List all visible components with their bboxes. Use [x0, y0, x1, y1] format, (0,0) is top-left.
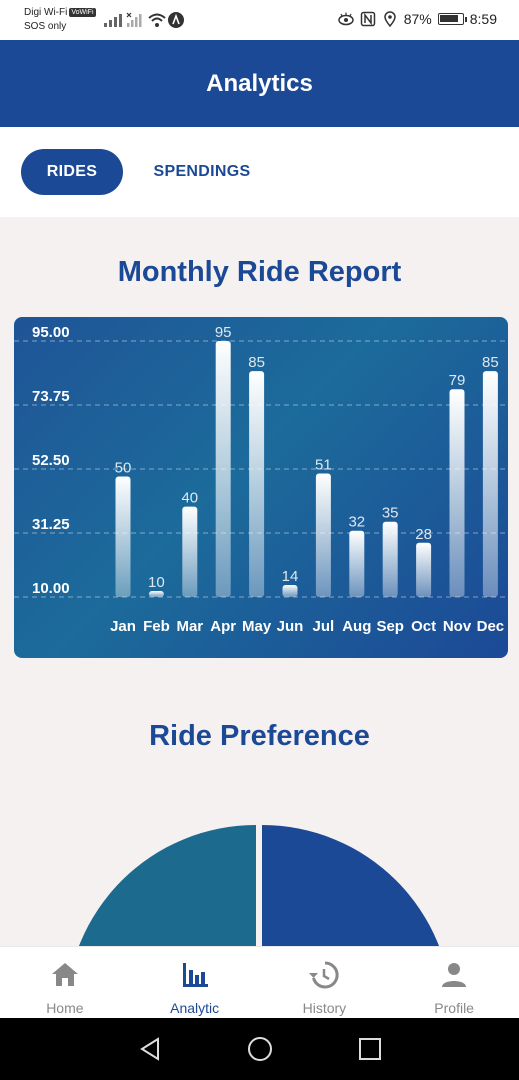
x-tick-label: Nov — [443, 618, 472, 635]
nav-home[interactable]: Home — [0, 947, 130, 1018]
home-icon — [51, 963, 78, 986]
location-icon — [383, 11, 396, 27]
nav-history-label: History — [302, 1000, 347, 1016]
bar-value-label: 40 — [181, 490, 198, 507]
carrier-info: Digi Wi-Fi VoWiFi SOS only — [24, 6, 96, 34]
signal-off-icon — [126, 12, 142, 27]
bar-value-label: 35 — [382, 505, 399, 522]
clock: 8:59 — [469, 11, 497, 27]
nfc-icon — [360, 11, 375, 27]
x-tick-label: Oct — [411, 618, 436, 635]
status-right: 87% 8:59 — [337, 11, 497, 27]
x-tick-label: Feb — [143, 618, 170, 635]
recents-icon[interactable] — [358, 1036, 382, 1062]
tab-spendings[interactable]: SPENDINGS — [153, 163, 251, 180]
bar-chart-svg: 95.00 73.75 52.50 31.25 10.00 50 Jan 10 Feb 40 Ma… — [14, 324, 508, 635]
y-tick-label: 10.00 — [32, 580, 70, 597]
x-tick-label: Dec — [477, 618, 505, 635]
bar-dec — [482, 371, 498, 597]
nav-history[interactable]: History — [260, 947, 390, 1018]
battery-icon — [437, 13, 467, 25]
vowifi-badge: VoWiFi — [69, 8, 96, 17]
ride-preference-chart — [0, 760, 519, 950]
bar-apr — [215, 341, 231, 597]
bar-value-label: 50 — [115, 460, 132, 477]
x-tick-label: Aug — [342, 618, 371, 635]
bar-value-label: 85 — [248, 354, 265, 371]
wifi-icon — [148, 13, 166, 27]
x-tick-label: Jun — [277, 618, 304, 635]
bar-jan — [115, 476, 131, 597]
bar-chart-icon — [182, 963, 208, 987]
bar-may — [249, 371, 265, 597]
x-tick-label: Mar — [176, 618, 203, 635]
battery-percent: 87% — [403, 11, 432, 27]
bar-value-label: 79 — [449, 372, 466, 389]
x-tick-label: Jul — [313, 618, 335, 635]
bar-value-label: 28 — [415, 526, 432, 543]
nav-profile-label: Profile — [434, 1000, 474, 1016]
home-circle-icon[interactable] — [247, 1036, 273, 1062]
bar-value-label: 10 — [148, 574, 165, 591]
nav-home-label: Home — [46, 1000, 84, 1016]
person-icon — [442, 963, 467, 987]
y-tick-label: 31.25 — [32, 516, 70, 533]
app-header: Analytics — [0, 40, 519, 127]
bar-oct — [416, 542, 432, 597]
system-nav-bar — [0, 1018, 519, 1080]
back-icon[interactable] — [138, 1036, 162, 1062]
bar-feb — [148, 591, 164, 597]
x-tick-label: Sep — [376, 618, 404, 635]
bar-sep — [382, 521, 398, 597]
y-tick-label: 52.50 — [32, 452, 70, 469]
x-tick-label: Apr — [210, 618, 236, 635]
page-title: Analytics — [206, 69, 313, 97]
signal-icon — [104, 14, 122, 27]
sos-status: SOS only — [24, 21, 67, 32]
app-notification-icon — [168, 12, 184, 28]
nav-analytic-label: Analytic — [170, 1000, 220, 1016]
status-bar: Digi Wi-Fi VoWiFi SOS only 87% 8:59 — [0, 0, 519, 40]
pie-chart-svg — [77, 825, 441, 950]
bar-value-label: 95 — [215, 324, 232, 341]
bottom-nav: Home Analytic History Profile — [0, 946, 519, 1018]
bar-jul — [315, 473, 331, 597]
monthly-ride-chart: 95.00 73.75 52.50 31.25 10.00 50 Jan 10 Feb 40 Ma… — [14, 317, 508, 658]
carrier-name: Digi Wi-Fi — [24, 7, 68, 18]
bar-mar — [182, 506, 198, 597]
x-tick-label: May — [242, 618, 272, 635]
ride-preference-title: Ride Preference — [149, 720, 370, 752]
pie-slice-blue — [262, 825, 441, 950]
tab-rides[interactable]: RIDES — [21, 149, 123, 195]
pie-slice-teal — [77, 825, 256, 950]
x-tick-label: Jan — [110, 618, 136, 635]
history-icon — [309, 961, 339, 989]
nav-analytic[interactable]: Analytic — [130, 947, 260, 1018]
bar-value-label: 51 — [315, 457, 332, 474]
y-tick-label: 95.00 — [32, 324, 70, 341]
bar-nov — [449, 389, 465, 597]
bar-value-label: 14 — [282, 568, 299, 585]
bar-value-label: 32 — [348, 514, 365, 531]
bar-jun — [282, 584, 298, 597]
bar-aug — [349, 530, 365, 597]
nav-profile[interactable]: Profile — [389, 947, 519, 1018]
tab-bar: RIDES SPENDINGS — [0, 127, 519, 217]
y-tick-label: 73.75 — [32, 388, 70, 405]
bar-value-label: 85 — [482, 354, 499, 371]
eye-comfort-icon — [337, 12, 354, 26]
monthly-report-title: Monthly Ride Report — [117, 256, 402, 288]
